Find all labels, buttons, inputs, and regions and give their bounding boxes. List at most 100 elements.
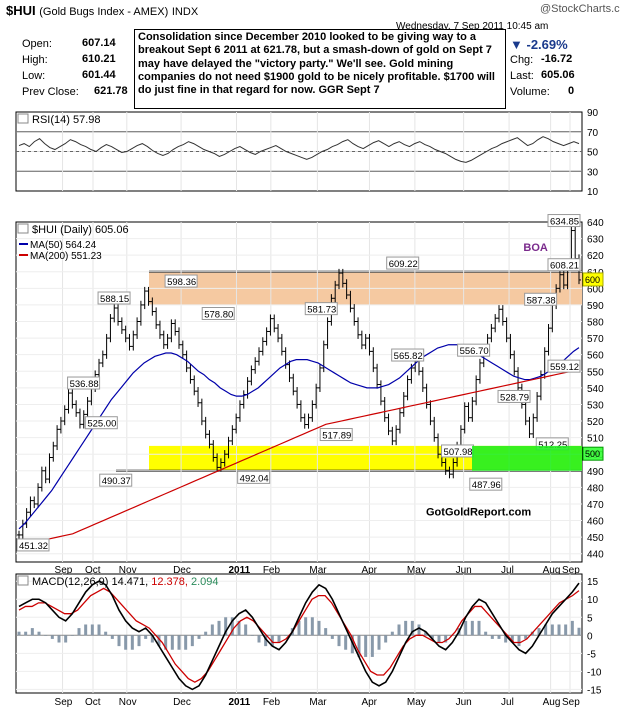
price-callout-label: 598.36: [167, 277, 196, 288]
boa-label: BOA: [523, 242, 548, 254]
annotation-box: Consolidation since December 2010 looked…: [134, 29, 506, 109]
macd-minimize-icon: [17, 575, 29, 586]
price-tick-label: 580: [587, 318, 604, 329]
price-tick-label: 630: [587, 235, 604, 246]
macd-histogram-bar: [537, 628, 541, 636]
price-callout-label: 536.88: [70, 379, 99, 390]
macd-histogram-bar: [464, 620, 468, 636]
price-callout-label: 487.96: [472, 480, 501, 491]
price-x-label: Jul: [501, 565, 514, 576]
macd-histogram-bar: [524, 635, 528, 639]
macd-histogram-bar: [437, 635, 441, 643]
index-name: (Gold Bugs Index - AMEX): [39, 6, 169, 18]
rsi-line: [18, 136, 580, 163]
open-label: Open:: [22, 38, 52, 50]
macd-histogram-bar: [90, 624, 94, 636]
support-tag-text: 500: [585, 449, 600, 459]
ma50-legend-label: MA(50) 564.24: [30, 240, 97, 251]
macd-histogram-bar: [144, 635, 148, 639]
price-tick-label: 460: [587, 517, 604, 528]
macd-histogram-bar: [237, 620, 241, 636]
macd-histogram-bar: [344, 635, 348, 650]
macd-histogram-bar: [164, 635, 168, 650]
support-tag: [582, 446, 604, 461]
macd-histogram-bar: [210, 624, 214, 636]
macd-histogram-bar: [510, 635, 514, 643]
macd-histogram-bar: [424, 631, 428, 636]
price-callout-box: [547, 258, 581, 272]
macd-legend-macd: MACD(12,26,9) 14.471,: [32, 576, 151, 588]
macd-histogram-bar: [310, 617, 314, 636]
prev-close-label: Prev Close:: [22, 86, 79, 98]
price-x-label: Feb: [263, 565, 281, 576]
macd-histogram-bar: [364, 635, 368, 657]
low-label: Low:: [22, 70, 46, 82]
macd-histogram-bar: [64, 635, 68, 643]
macd-histogram-bar: [550, 624, 554, 636]
macd-x-label: Jul: [501, 697, 514, 708]
price-callout-label: 634.85: [550, 217, 579, 228]
macd-histogram-bar: [137, 635, 141, 647]
macd-x-label: Aug: [543, 697, 561, 708]
macd-histogram-bar: [504, 635, 508, 643]
ma50-line: [18, 344, 580, 530]
macd-x-label: Jun: [456, 697, 472, 708]
low-value: 601.44: [82, 69, 116, 81]
price-callout-box: [457, 343, 491, 357]
price-x-label: Mar: [309, 565, 327, 576]
price-tick-label: 560: [587, 351, 604, 362]
price-tick-label: 490: [587, 467, 604, 478]
macd-histogram-bar: [170, 635, 174, 650]
watermark-label: GotGoldReport.com: [426, 507, 531, 519]
open-value: 607.14: [82, 37, 116, 49]
rsi-tick-label: 50: [587, 148, 599, 159]
macd-tick-label: 5: [587, 613, 593, 624]
macd-histogram-bar: [304, 617, 308, 636]
price-callout-box: [386, 256, 420, 270]
price-callout-box: [201, 307, 235, 321]
macd-histogram-bar: [50, 635, 54, 639]
price-callout-box: [304, 302, 338, 316]
macd-histogram-bar: [157, 635, 161, 647]
macd-histogram-bar: [497, 635, 501, 639]
price-title: $HUI (Daily) 605.06: [32, 224, 129, 236]
ma200-legend-label: MA(200) 551.23: [30, 251, 102, 262]
price-callout-label: 581.73: [307, 305, 336, 316]
ma200-line: [18, 368, 580, 547]
macd-histogram-bar: [204, 631, 208, 636]
macd-tick-label: -10: [587, 667, 602, 678]
price-tick-label: 440: [587, 550, 604, 561]
macd-histogram-bar: [410, 620, 414, 636]
price-callout-box: [469, 477, 503, 491]
macd-histogram-bar: [430, 635, 434, 639]
macd-tick-label: -15: [587, 685, 602, 696]
price-tick-label: 640: [587, 218, 604, 229]
last-price-tag: [582, 272, 604, 287]
macd-histogram-bar: [17, 631, 21, 636]
price-callout-box: [67, 376, 101, 390]
macd-x-label: Nov: [119, 697, 137, 708]
macd-histogram-bar: [177, 635, 181, 650]
macd-histogram-bar: [77, 628, 81, 636]
price-tick-label: 480: [587, 483, 604, 494]
macd-histogram-bar: [257, 635, 261, 643]
price-tick-label: 540: [587, 384, 604, 395]
price-tick-label: 600: [587, 284, 604, 295]
macd-histogram-bar: [150, 635, 154, 643]
rsi-minimize-icon: [17, 113, 29, 124]
rsi-tick-label: 90: [587, 108, 599, 119]
stockcharts-logo: @StockCharts.com: [540, 3, 620, 15]
macd-histogram-bar: [117, 635, 121, 647]
macd-histogram-bar: [277, 635, 281, 643]
price-callout-box: [547, 359, 581, 373]
macd-histogram-bar: [484, 631, 488, 636]
price-callout-label: 492.04: [240, 473, 269, 484]
price-tick-label: 550: [587, 367, 604, 378]
macd-histogram-bar: [244, 624, 248, 636]
macd-x-label: Oct: [85, 697, 101, 708]
macd-histogram-bar: [544, 624, 548, 636]
macd-line: [18, 580, 580, 691]
macd-histogram-bar: [397, 624, 401, 636]
